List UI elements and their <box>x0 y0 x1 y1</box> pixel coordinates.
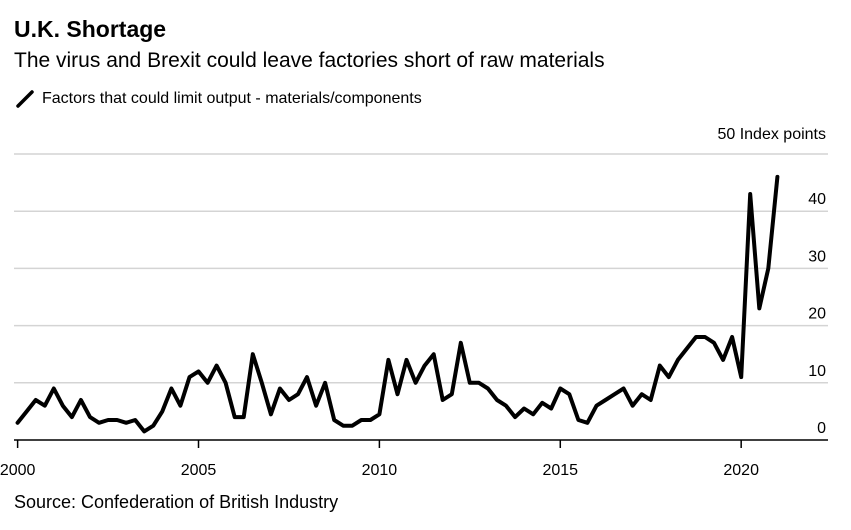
x-tick-label: 2010 <box>362 462 398 479</box>
source-note: Source: Confederation of British Industr… <box>14 492 339 512</box>
x-tick-label: 2020 <box>723 462 759 479</box>
x-tick-label: 2005 <box>181 462 217 479</box>
y-tick-label: 0 <box>817 420 826 437</box>
y-tick-label: 10 <box>808 363 826 380</box>
legend-line-icon <box>16 90 34 108</box>
y-axis-ticks: 0 10 20 30 40 50 Index points <box>717 126 826 437</box>
unit-label: 50 Index points <box>717 126 826 143</box>
chart-title: U.K. Shortage <box>14 16 167 42</box>
series-line <box>15 174 780 434</box>
x-axis-ticks: 2000 2005 2010 2015 2020 <box>0 440 759 479</box>
grid-lines <box>14 153 828 384</box>
chart-subtitle: The virus and Brexit could leave factori… <box>14 49 605 72</box>
x-tick-label: 2015 <box>542 462 578 479</box>
y-tick-label: 40 <box>808 191 826 208</box>
y-tick-label: 20 <box>808 306 826 323</box>
legend: Factors that could limit output - materi… <box>14 88 422 110</box>
legend-label: Factors that could limit output - materi… <box>42 90 422 107</box>
y-tick-label: 30 <box>808 248 826 265</box>
x-tick-label: 2000 <box>0 462 36 479</box>
